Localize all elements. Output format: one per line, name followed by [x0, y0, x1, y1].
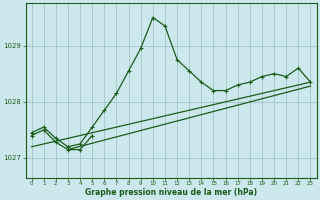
X-axis label: Graphe pression niveau de la mer (hPa): Graphe pression niveau de la mer (hPa) — [85, 188, 257, 197]
